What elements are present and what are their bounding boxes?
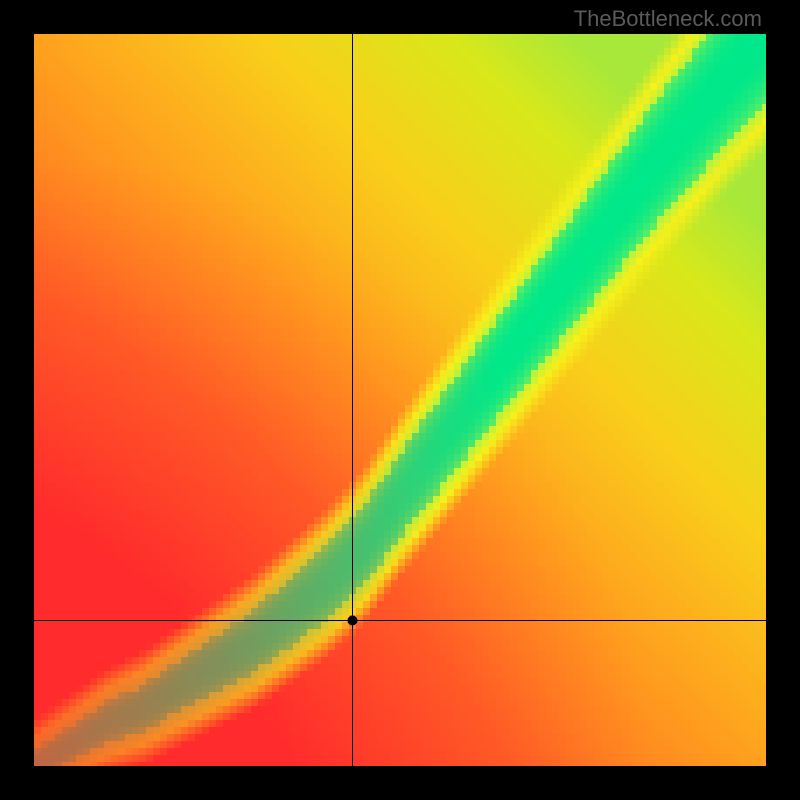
- watermark-text: TheBottleneck.com: [574, 6, 762, 32]
- bottleneck-heatmap: [34, 34, 766, 766]
- chart-container: TheBottleneck.com: [0, 0, 800, 800]
